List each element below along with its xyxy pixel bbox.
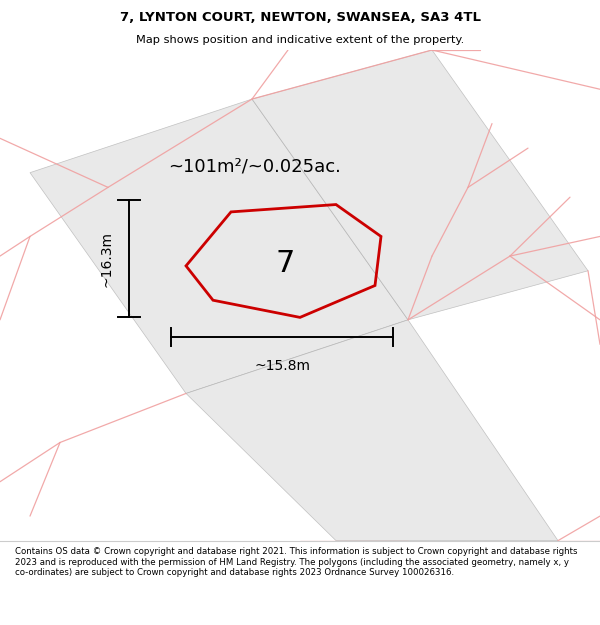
Polygon shape [252,50,588,320]
Polygon shape [30,99,408,394]
Polygon shape [186,320,558,541]
Text: Map shows position and indicative extent of the property.: Map shows position and indicative extent… [136,35,464,45]
Text: 7: 7 [275,249,295,278]
Text: ~16.3m: ~16.3m [100,231,114,286]
Text: ~15.8m: ~15.8m [254,359,310,373]
Text: Contains OS data © Crown copyright and database right 2021. This information is : Contains OS data © Crown copyright and d… [15,548,577,577]
Text: ~101m²/~0.025ac.: ~101m²/~0.025ac. [168,158,341,176]
Text: 7, LYNTON COURT, NEWTON, SWANSEA, SA3 4TL: 7, LYNTON COURT, NEWTON, SWANSEA, SA3 4T… [119,11,481,24]
